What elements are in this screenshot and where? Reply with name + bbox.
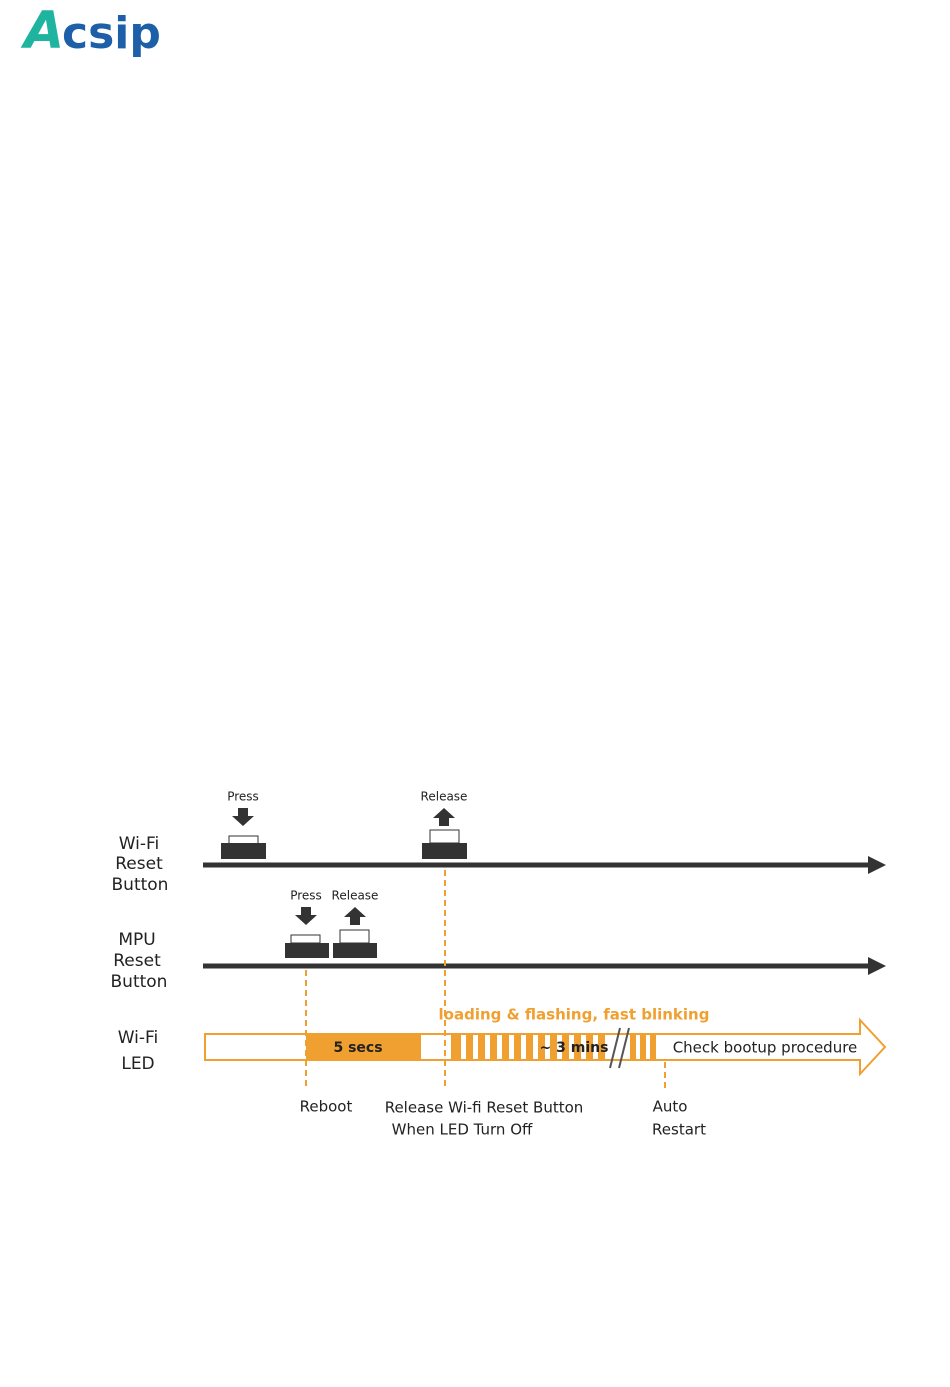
- event-markers: [305, 870, 666, 1090]
- wifi-led-row: Wi-Fi LED 5 secs loading & flashing, fas…: [118, 1006, 887, 1077]
- logo: A csip: [20, 1, 161, 61]
- row-label: Wi-Fi: [119, 834, 160, 854]
- phase-title: loading & flashing, fast blinking: [439, 1006, 710, 1024]
- blink-stripe: [514, 1034, 521, 1060]
- blink-stripe: [574, 1034, 581, 1060]
- button-cap: [290, 934, 321, 944]
- blink-stripe: [586, 1034, 593, 1060]
- button-cap: [429, 829, 460, 844]
- blink-stripe: [640, 1034, 646, 1060]
- event-label: Release Wi-fi Reset Button: [385, 1099, 584, 1117]
- blink-stripe: [630, 1034, 636, 1060]
- break-mark: [618, 1027, 630, 1069]
- blink-stripe: [502, 1034, 509, 1060]
- blink-stripe: [538, 1034, 545, 1060]
- blink-stripe: [550, 1034, 557, 1060]
- button: [422, 843, 467, 859]
- hold-label: 5 secs: [333, 1040, 382, 1056]
- button: [221, 843, 266, 859]
- release-label: Release: [332, 889, 379, 903]
- row-label: Reset: [115, 854, 163, 874]
- blink-stripe: [478, 1034, 485, 1060]
- up-arrow: [433, 808, 455, 826]
- blink-stripe: [490, 1034, 497, 1060]
- up-arrow: [344, 907, 366, 925]
- blink-stripe: [562, 1034, 569, 1060]
- press-label: Press: [227, 790, 259, 804]
- break-mark: [609, 1027, 621, 1069]
- timeline-arrow: [868, 856, 886, 874]
- down-arrow: [232, 808, 254, 826]
- mpu-reset-row: MPU Reset Button Press Release: [111, 889, 886, 992]
- row-label: Button: [111, 972, 168, 992]
- logo-text: csip: [62, 8, 161, 59]
- event-label: Reboot: [300, 1098, 353, 1116]
- hold-segment: [306, 1034, 421, 1060]
- blink-stripe: [466, 1034, 473, 1060]
- blink-stripe: [526, 1034, 533, 1060]
- blink-stripe: [598, 1034, 605, 1060]
- row-label: Wi-Fi: [118, 1028, 159, 1048]
- logo-mark: A: [20, 1, 64, 61]
- event-label: Restart: [652, 1121, 706, 1139]
- button: [285, 943, 329, 958]
- row-label: Reset: [113, 951, 161, 971]
- down-arrow: [295, 907, 317, 925]
- row-label: MPU: [118, 930, 155, 950]
- release-label: Release: [421, 790, 468, 804]
- event-label: Auto: [653, 1098, 688, 1116]
- wifi-reset-row: Wi-Fi Reset Button Press Release: [112, 790, 886, 895]
- button-cap: [228, 835, 259, 845]
- timeline-arrow: [868, 957, 886, 975]
- button-cap: [339, 929, 370, 944]
- row-label: Button: [112, 875, 169, 895]
- end-label: Check bootup procedure: [673, 1039, 858, 1057]
- event-label: When LED Turn Off: [392, 1121, 533, 1139]
- press-label: Press: [290, 889, 322, 903]
- row-label: LED: [121, 1054, 154, 1074]
- blink-stripe: [451, 1034, 461, 1060]
- button: [333, 943, 377, 958]
- blink-stripe: [650, 1034, 656, 1060]
- duration-label: ~ 3 mins: [540, 1040, 609, 1056]
